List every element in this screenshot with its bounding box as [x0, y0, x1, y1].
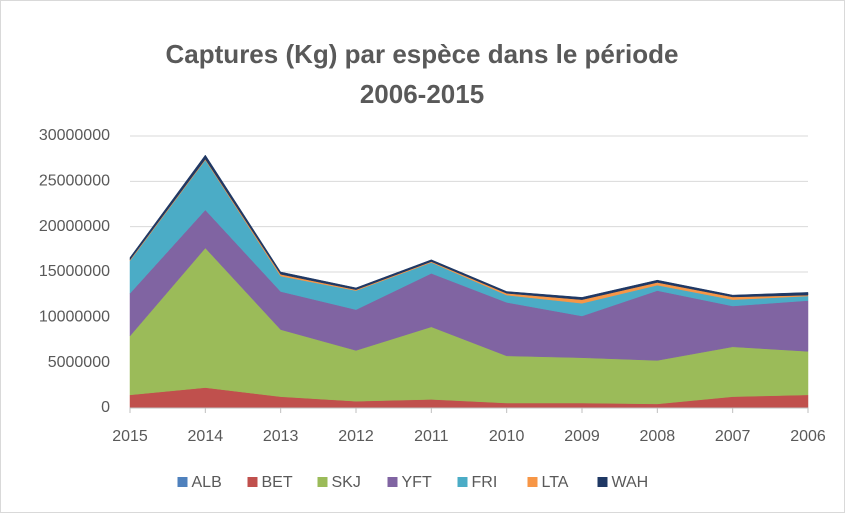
legend-swatch — [457, 477, 468, 487]
legend-label: FRI — [472, 474, 498, 491]
x-tick-label: 2011 — [414, 428, 449, 445]
y-tick-label: 20000000 — [39, 218, 110, 235]
y-tick-label: 25000000 — [39, 173, 110, 190]
legend-label: YFT — [402, 474, 432, 491]
legend-swatch — [387, 477, 398, 487]
y-tick-label: 30000000 — [39, 127, 110, 144]
legend-label: LTA — [542, 474, 569, 491]
legend-swatch — [527, 477, 538, 487]
x-tick-label: 2014 — [188, 428, 224, 445]
y-tick-label: 0 — [101, 399, 110, 416]
x-tick-label: 2010 — [489, 428, 525, 445]
area — [129, 154, 809, 300]
x-tick-label: 2012 — [338, 428, 374, 445]
x-tick-label: 2006 — [790, 428, 826, 445]
x-tick-label: 2009 — [564, 428, 600, 445]
legend-swatch — [177, 477, 188, 487]
legend-label: BET — [262, 474, 293, 491]
legend-label: SKJ — [332, 474, 361, 491]
x-tick-label: 2013 — [263, 428, 299, 445]
x-tick-label: 2015 — [112, 428, 148, 445]
chart-title: Captures (Kg) par espèce dans le période… — [165, 39, 679, 109]
legend-label: ALB — [192, 474, 222, 491]
legend-swatch — [247, 477, 258, 487]
legend-swatch — [597, 477, 608, 487]
x-tick-label: 2008 — [640, 428, 676, 445]
y-tick-label: 5000000 — [48, 354, 110, 371]
legend-swatch — [317, 477, 328, 487]
x-tick-label: 2007 — [715, 428, 751, 445]
y-tick-label: 15000000 — [39, 263, 110, 280]
legend-label: WAH — [612, 474, 649, 491]
y-tick-label: 10000000 — [39, 309, 110, 326]
